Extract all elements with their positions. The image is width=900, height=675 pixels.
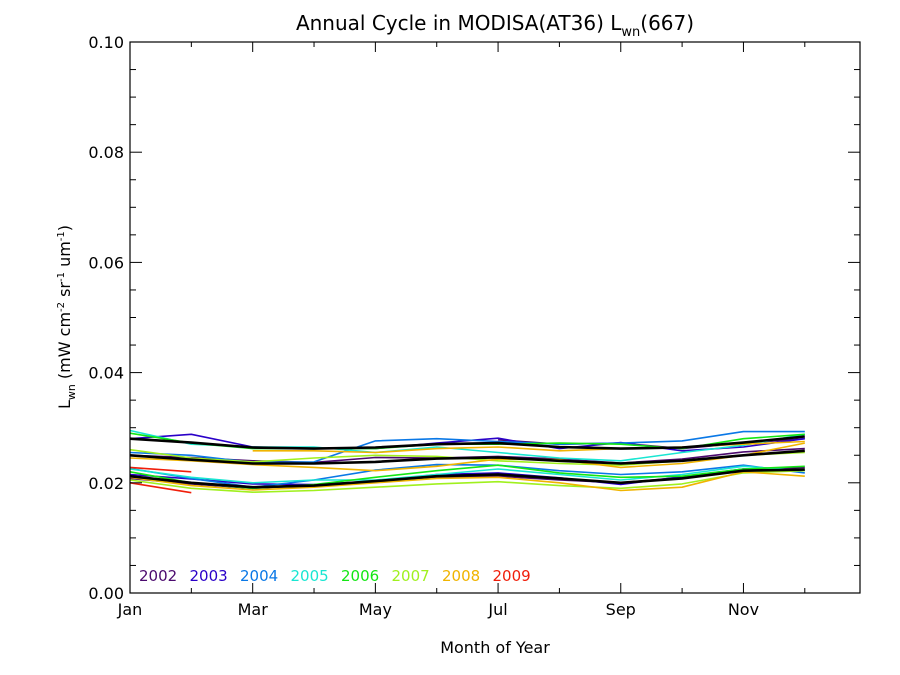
legend-entry-2009: 2009 bbox=[493, 567, 531, 585]
legend-entry-2007: 2007 bbox=[392, 567, 430, 585]
y-tick-label-0.04: 0.04 bbox=[88, 364, 124, 383]
x-axis: Jan Mar May Jul Sep Nov bbox=[117, 42, 806, 619]
x-tick-label-sep: Sep bbox=[606, 600, 636, 619]
legend-entry-2006: 2006 bbox=[341, 567, 379, 585]
legend-entry-2005: 2005 bbox=[291, 567, 329, 585]
chart-title-suffix: (667) bbox=[640, 11, 694, 35]
chart-title: Annual Cycle in MODISA(AT36) Lwn(667) bbox=[296, 11, 694, 40]
y-tick-label-0.08: 0.08 bbox=[88, 143, 124, 162]
y-axis-label-exp3: -1 bbox=[56, 231, 67, 241]
y-axis-label-units: (mW cm bbox=[55, 312, 74, 384]
legend-entry-2004: 2004 bbox=[240, 567, 278, 585]
series-line-mean-18 bbox=[129, 435, 805, 450]
x-tick-label-may: May bbox=[359, 600, 392, 619]
svg-text:Lwn (mW cm-2 sr-1 um-1): Lwn (mW cm-2 sr-1 um-1) bbox=[55, 225, 78, 409]
y-tick-label-0.00: 0.00 bbox=[88, 584, 124, 603]
series-layer bbox=[129, 429, 805, 494]
plot-frame bbox=[129, 41, 861, 594]
x-tick-label-nov: Nov bbox=[728, 600, 759, 619]
x-axis-label: Month of Year bbox=[440, 638, 550, 657]
y-axis-label-exp2: -1 bbox=[56, 272, 67, 282]
series-line-2005-8 bbox=[129, 465, 805, 484]
legend-entry-2002: 2002 bbox=[139, 567, 177, 585]
x-tick-label-jan: Jan bbox=[117, 600, 143, 619]
legend-entry-2003: 2003 bbox=[190, 567, 228, 585]
series-line-mean-20 bbox=[129, 468, 805, 489]
series-line-mean-19 bbox=[129, 449, 805, 465]
y-tick-label-0.10: 0.10 bbox=[88, 33, 124, 52]
y-axis-label-mid1: sr bbox=[55, 282, 74, 302]
series-line-2008-14 bbox=[129, 470, 805, 492]
series-line-2007-12 bbox=[129, 469, 805, 494]
y-tick-label-0.06: 0.06 bbox=[88, 253, 124, 272]
y-axis-label-exp1: -2 bbox=[56, 302, 67, 312]
y-axis-label: Lwn (mW cm-2 sr-1 um-1) bbox=[55, 225, 78, 409]
x-tick-label-mar: Mar bbox=[238, 600, 269, 619]
y-tick-label-0.02: 0.02 bbox=[88, 474, 124, 493]
y-axis-label-mid2: um bbox=[55, 241, 74, 272]
y-axis: 0.00 0.02 0.04 0.06 0.08 0.10 bbox=[88, 33, 860, 603]
x-tick-label-jul: Jul bbox=[487, 600, 507, 619]
series-line-2009-17 bbox=[129, 482, 192, 494]
chart-title-main: Annual Cycle in MODISA(AT36) L bbox=[296, 11, 622, 35]
y-axis-label-main: L bbox=[55, 400, 74, 409]
legend: 2002 2003 2004 2005 2006 2007 2008 2009 bbox=[139, 567, 531, 585]
legend-entry-2008: 2008 bbox=[442, 567, 480, 585]
svg-text:Annual Cycle in MODISA(AT36) L: Annual Cycle in MODISA(AT36) Lwn(667) bbox=[296, 11, 694, 40]
y-axis-label-end: ) bbox=[55, 225, 74, 231]
chart-title-subscript: wn bbox=[621, 25, 640, 40]
y-axis-label-sub: wn bbox=[65, 384, 78, 400]
series-line-2009-16 bbox=[129, 466, 192, 473]
